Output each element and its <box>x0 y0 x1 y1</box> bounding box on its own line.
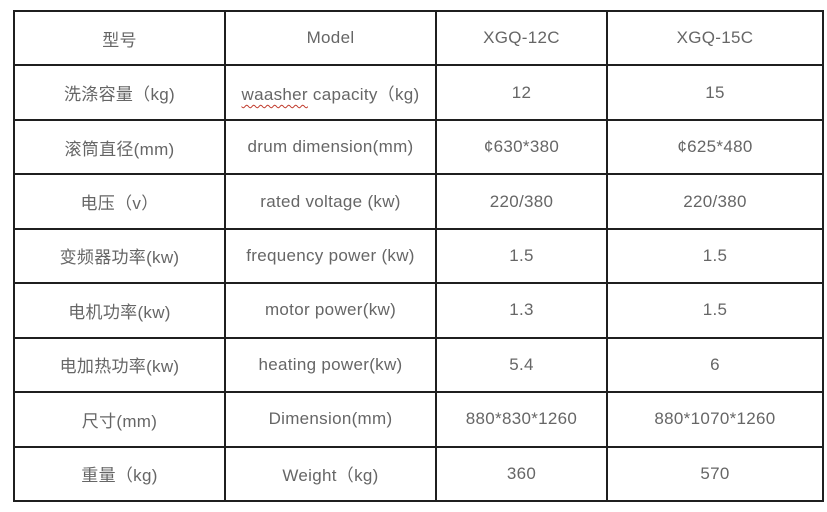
cell-model1-value: 880*830*1260 <box>435 391 608 448</box>
cell-en-label: motor power(kw) <box>224 282 437 339</box>
table-row: 尺寸(mm) Dimension(mm) 880*830*1260 880*1070*… <box>13 391 824 448</box>
table-row: 洗涤容量（kg) waasher capacity（kg) 12 15 <box>13 64 824 121</box>
cell-model2-value: 880*1070*1260 <box>606 391 824 448</box>
cell-model2-value: 220/380 <box>606 173 824 230</box>
cell-model2-value: 6 <box>606 336 824 394</box>
product-spec-table: 型号 Model XGQ-12C XGQ-15C 洗涤容量（kg) waasher cap… <box>13 9 824 502</box>
cell-model2-value: 1.5 <box>606 282 824 339</box>
cell-model1-value: XGQ-12C <box>435 9 608 67</box>
spec-table-body: 型号 Model XGQ-12C XGQ-15C 洗涤容量（kg) waasher cap… <box>13 9 824 502</box>
cell-model2-value: ¢625*480 <box>606 118 824 176</box>
cell-cn-label: 洗涤容量（kg) <box>13 64 226 121</box>
cell-en-label: Model <box>224 9 437 67</box>
cell-cn-label: 变频器功率(kw) <box>13 227 226 285</box>
cell-en-label: drum dimension(mm) <box>224 118 437 176</box>
cell-cn-label: 滚筒直径(mm) <box>13 118 226 176</box>
cell-en-label: Weight（kg) <box>224 445 437 502</box>
table-row: 滚筒直径(mm) drum dimension(mm) ¢630*380 ¢625*4… <box>13 118 824 176</box>
cell-cn-label: 尺寸(mm) <box>13 391 226 448</box>
cell-model1-value: 5.4 <box>435 336 608 394</box>
cell-cn-label: 电机功率(kw) <box>13 282 226 339</box>
cell-en-label: waasher capacity（kg) <box>224 64 437 121</box>
cell-cn-label: 型号 <box>13 9 226 67</box>
table-row: 电压（v） rated voltage (kw) 220/380 220/380 <box>13 173 824 230</box>
cell-model1-value: 220/380 <box>435 173 608 230</box>
cell-model1-value: ¢630*380 <box>435 118 608 176</box>
table-row: 电加热功率(kw) heating power(kw) 5.4 6 <box>13 336 824 394</box>
table-row: 电机功率(kw) motor power(kw) 1.3 1.5 <box>13 282 824 339</box>
cell-model1-value: 12 <box>435 64 608 121</box>
cell-model2-value: 570 <box>606 445 824 502</box>
cell-en-label: heating power(kw) <box>224 336 437 394</box>
misspelled-word: waasher <box>241 85 308 105</box>
table-row: 变频器功率(kw) frequency power (kw) 1.5 1.5 <box>13 227 824 285</box>
table-row: 重量（kg) Weight（kg) 360 570 <box>13 445 824 502</box>
cell-cn-label: 重量（kg) <box>13 445 226 502</box>
cell-en-label: Dimension(mm) <box>224 391 437 448</box>
cell-en-label: rated voltage (kw) <box>224 173 437 230</box>
header-row: 型号 Model XGQ-12C XGQ-15C <box>13 9 824 67</box>
cell-model2-value: XGQ-15C <box>606 9 824 67</box>
cell-en-label: frequency power (kw) <box>224 227 437 285</box>
cell-cn-label: 电加热功率(kw) <box>13 336 226 394</box>
cell-model1-value: 1.5 <box>435 227 608 285</box>
cell-model1-value: 1.3 <box>435 282 608 339</box>
cell-model2-value: 1.5 <box>606 227 824 285</box>
cell-cn-label: 电压（v） <box>13 173 226 230</box>
cell-model1-value: 360 <box>435 445 608 502</box>
cell-model2-value: 15 <box>606 64 824 121</box>
